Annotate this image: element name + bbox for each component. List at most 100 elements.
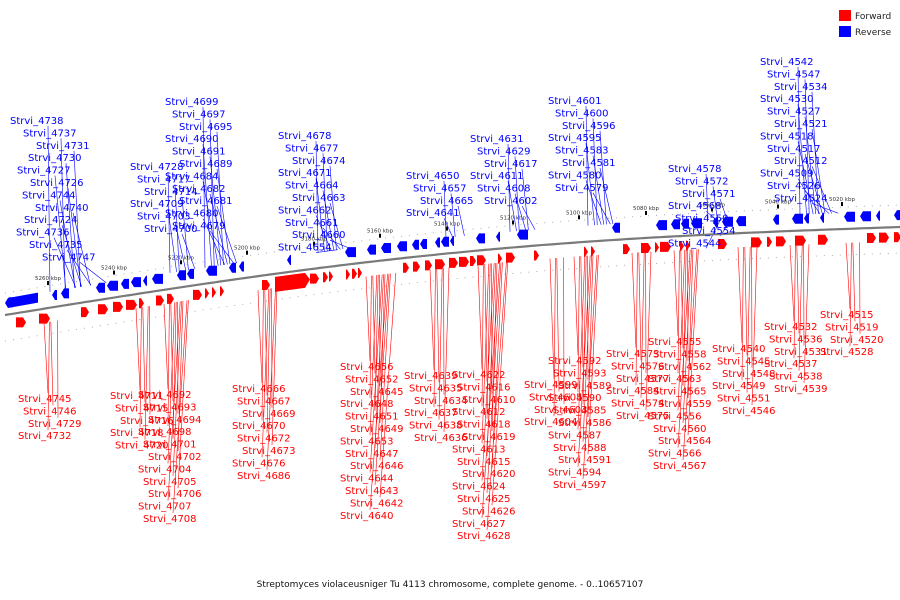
gene-label-forward[interactable]: Strvi_4519 xyxy=(825,322,879,333)
gene-label-forward[interactable]: Strvi_4622 xyxy=(452,370,506,381)
gene-label-forward[interactable]: Strvi_4652 xyxy=(345,374,399,385)
gene-label-reverse[interactable]: Strvi_4595 xyxy=(548,133,602,144)
gene-label-forward[interactable]: Strvi_4666 xyxy=(232,384,286,395)
gene-label-reverse[interactable]: Strvi_4521 xyxy=(774,119,828,130)
gene-label-forward[interactable]: Strvi_4549 xyxy=(712,381,766,392)
gene-label-forward[interactable]: Strvi_4686 xyxy=(237,471,291,482)
gene-label-reverse[interactable]: Strvi_4699 xyxy=(165,97,219,108)
gene-label-forward[interactable]: Strvi_4636 xyxy=(414,433,468,444)
gene-label-forward[interactable]: Strvi_4640 xyxy=(340,511,394,522)
gene-label-reverse[interactable]: Strvi_4581 xyxy=(562,158,616,169)
gene-label-reverse[interactable]: Strvi_4518 xyxy=(760,131,814,142)
gene-label-forward[interactable]: Strvi_4638 xyxy=(409,421,463,432)
gene-label-reverse[interactable]: Strvi_4689 xyxy=(179,159,233,170)
gene-label-forward[interactable]: Strvi_4670 xyxy=(232,421,286,432)
gene-label-reverse[interactable]: Strvi_4697 xyxy=(172,109,226,120)
gene-label-reverse[interactable]: Strvi_4629 xyxy=(477,146,531,157)
gene-label-forward[interactable]: Strvi_4574 xyxy=(611,399,665,410)
gene-label-forward[interactable]: Strvi_4698 xyxy=(138,427,192,438)
gene-label-forward[interactable]: Strvi_4625 xyxy=(457,494,511,505)
gene-label-reverse[interactable]: Strvi_4600 xyxy=(555,108,609,119)
gene-label-forward[interactable]: Strvi_4515 xyxy=(820,310,874,321)
gene-label-reverse[interactable]: Strvi_4737 xyxy=(23,128,77,139)
gene-label-forward[interactable]: Strvi_4586 xyxy=(558,418,612,429)
gene-label-reverse[interactable]: Strvi_4568 xyxy=(668,201,722,212)
gene-label-reverse[interactable]: Strvi_4580 xyxy=(548,170,602,181)
gene-label-reverse[interactable]: Strvi_4571 xyxy=(682,189,736,200)
gene-label-forward[interactable]: Strvi_4575 xyxy=(616,411,670,422)
gene-label-forward[interactable]: Strvi_4745 xyxy=(18,394,72,405)
gene-label-forward[interactable]: Strvi_4612 xyxy=(452,407,506,418)
gene-label-forward[interactable]: Strvi_4639 xyxy=(404,371,458,382)
gene-label-forward[interactable]: Strvi_4693 xyxy=(143,402,197,413)
gene-label-forward[interactable]: Strvi_4559 xyxy=(658,399,712,410)
gene-label-forward[interactable]: Strvi_4646 xyxy=(350,461,404,472)
gene-label-forward[interactable]: Strvi_4701 xyxy=(143,440,197,451)
gene-label-reverse[interactable]: Strvi_4544 xyxy=(668,238,722,249)
gene-label-forward[interactable]: Strvi_4584 xyxy=(606,386,660,397)
gene-label-reverse[interactable]: Strvi_4674 xyxy=(292,156,346,167)
gene-label-reverse[interactable]: Strvi_4726 xyxy=(30,178,84,189)
gene-label-reverse[interactable]: Strvi_4695 xyxy=(179,122,233,133)
gene-label-reverse[interactable]: Strvi_4677 xyxy=(285,143,339,154)
gene-label-forward[interactable]: Strvi_4520 xyxy=(830,335,884,346)
gene-label-forward[interactable]: Strvi_4716 xyxy=(120,416,174,427)
gene-label-forward[interactable]: Strvi_4528 xyxy=(820,347,874,358)
gene-label-forward[interactable]: Strvi_4648 xyxy=(340,399,394,410)
gene-label-forward[interactable]: Strvi_4669 xyxy=(242,409,296,420)
gene-label-forward[interactable]: Strvi_4545 xyxy=(717,356,771,367)
gene-label-reverse[interactable]: Strvi_4660 xyxy=(292,230,346,241)
gene-label-forward[interactable]: Strvi_4556 xyxy=(648,411,702,422)
gene-label-reverse[interactable]: Strvi_4744 xyxy=(22,190,76,201)
gene-label-reverse[interactable]: Strvi_4524 xyxy=(774,193,828,204)
gene-label-reverse[interactable]: Strvi_4709 xyxy=(130,199,184,210)
gene-label-reverse[interactable]: Strvi_4650 xyxy=(406,171,460,182)
gene-label-forward[interactable]: Strvi_4718 xyxy=(110,428,164,439)
gene-label-reverse[interactable]: Strvi_4534 xyxy=(774,82,828,93)
gene-label-forward[interactable]: Strvi_4626 xyxy=(462,506,516,517)
gene-label-forward[interactable]: Strvi_4593 xyxy=(553,368,607,379)
gene-label-reverse[interactable]: Strvi_4700 xyxy=(144,224,198,235)
gene-label-forward[interactable]: Strvi_4643 xyxy=(345,486,399,497)
gene-label-forward[interactable]: Strvi_4594 xyxy=(548,468,602,479)
gene-label-reverse[interactable]: Strvi_4583 xyxy=(555,146,609,157)
gene-label-forward[interactable]: Strvi_4539 xyxy=(774,384,828,395)
gene-label-forward[interactable]: Strvi_4644 xyxy=(340,474,394,485)
gene-label-reverse[interactable]: Strvi_4517 xyxy=(767,144,821,155)
gene-label-forward[interactable]: Strvi_4704 xyxy=(138,464,192,475)
gene-label-forward[interactable]: Strvi_4645 xyxy=(350,387,404,398)
gene-label-forward[interactable]: Strvi_4551 xyxy=(717,394,771,405)
gene-label-reverse[interactable]: Strvi_4728 xyxy=(130,162,184,173)
gene-label-forward[interactable]: Strvi_4597 xyxy=(553,480,607,491)
gene-label-forward[interactable]: Strvi_4585 xyxy=(553,406,607,417)
gene-label-forward[interactable]: Strvi_4566 xyxy=(648,449,702,460)
gene-label-reverse[interactable]: Strvi_4579 xyxy=(555,183,609,194)
gene-label-reverse[interactable]: Strvi_4671 xyxy=(278,168,332,179)
gene-label-reverse[interactable]: Strvi_4738 xyxy=(10,116,64,127)
gene-label-reverse[interactable]: Strvi_4527 xyxy=(767,107,821,118)
gene-label-forward[interactable]: Strvi_4729 xyxy=(28,419,82,430)
gene-label-forward[interactable]: Strvi_4673 xyxy=(242,446,296,457)
gene-label-forward[interactable]: Strvi_4532 xyxy=(764,322,818,333)
gene-label-forward[interactable]: Strvi_4615 xyxy=(457,457,511,468)
gene-label-forward[interactable]: Strvi_4715 xyxy=(115,403,169,414)
gene-label-reverse[interactable]: Strvi_4684 xyxy=(165,171,219,182)
gene-label-forward[interactable]: Strvi_4642 xyxy=(350,498,404,509)
gene-label-forward[interactable]: Strvi_4531 xyxy=(774,347,828,358)
gene-label-reverse[interactable]: Strvi_4690 xyxy=(165,134,219,145)
gene-label-forward[interactable]: Strvi_4603 xyxy=(534,405,588,416)
gene-label-forward[interactable]: Strvi_4711 xyxy=(110,391,164,402)
gene-label-reverse[interactable]: Strvi_4730 xyxy=(28,153,82,164)
gene-label-reverse[interactable]: Strvi_4542 xyxy=(760,57,814,68)
gene-label-reverse[interactable]: Strvi_4736 xyxy=(16,228,70,239)
gene-label-reverse[interactable]: Strvi_4662 xyxy=(278,205,332,216)
gene-label-forward[interactable]: Strvi_4591 xyxy=(558,455,612,466)
gene-label-reverse[interactable]: Strvi_4602 xyxy=(484,196,538,207)
gene-label-forward[interactable]: Strvi_4590 xyxy=(548,393,602,404)
gene-label-forward[interactable]: Strvi_4619 xyxy=(462,432,516,443)
gene-label-forward[interactable]: Strvi_4692 xyxy=(138,390,192,401)
gene-label-reverse[interactable]: Strvi_4717 xyxy=(137,174,191,185)
gene-label-reverse[interactable]: Strvi_4547 xyxy=(767,69,821,80)
gene-label-reverse[interactable]: Strvi_4654 xyxy=(278,243,332,254)
gene-label-forward[interactable]: Strvi_4573 xyxy=(606,349,660,360)
